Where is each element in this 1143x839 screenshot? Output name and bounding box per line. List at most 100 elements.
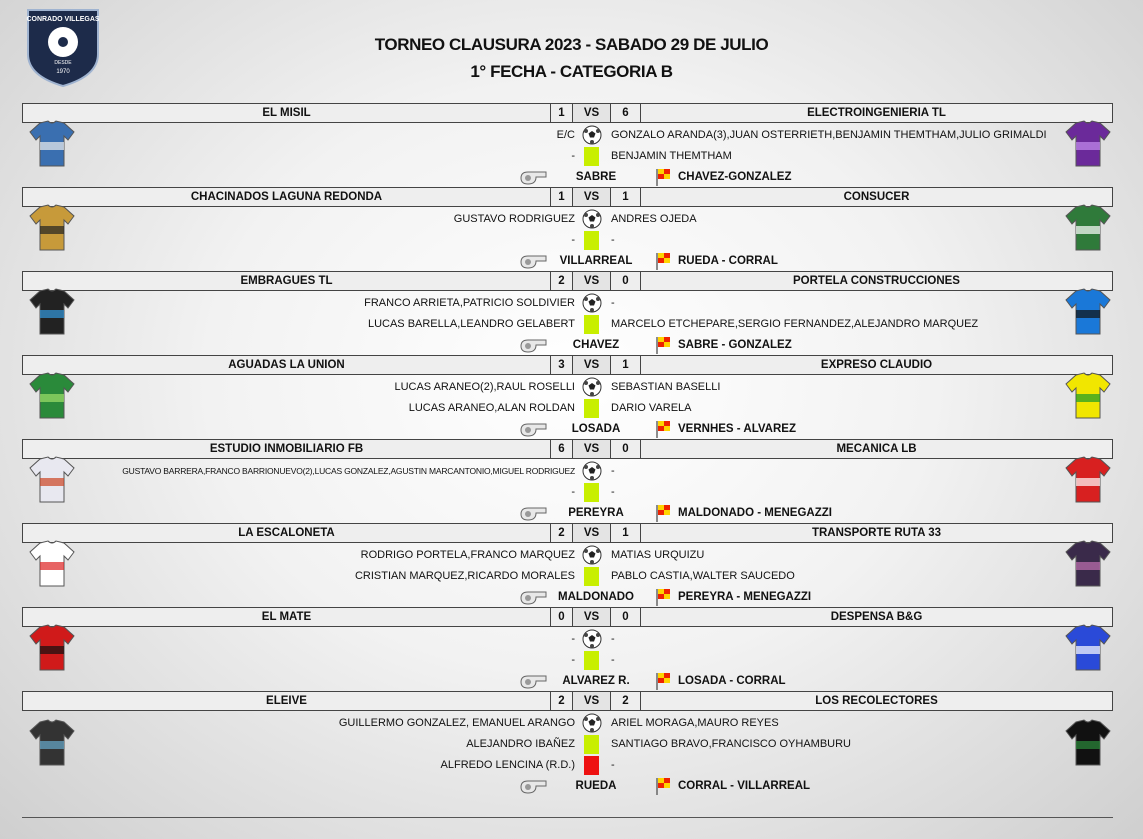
home-jersey	[29, 372, 75, 419]
assistant-referees: SABRE - GONZALEZ	[678, 339, 792, 351]
away-detail: SEBASTIAN BASELLI	[611, 381, 721, 393]
referee: SABRE	[575, 171, 617, 183]
vs-label: VS	[572, 523, 611, 543]
home-team: AGUADAS LA UNION	[22, 355, 551, 375]
home-detail: ALFREDO LENCINA (R.D.)	[440, 759, 575, 771]
whistle-icon	[520, 339, 547, 353]
logo-year: 1970	[56, 69, 70, 75]
home-score: 0	[550, 607, 573, 627]
home-score: 3	[550, 355, 573, 375]
away-detail: -	[611, 465, 615, 477]
goal-icon	[582, 545, 602, 565]
vs-label: VS	[572, 271, 611, 291]
flag-icon	[656, 421, 670, 438]
vs-label: VS	[572, 691, 611, 711]
away-detail: -	[611, 234, 615, 246]
away-team: MECANICA LB	[640, 439, 1113, 459]
away-detail: MATIAS URQUIZU	[611, 549, 705, 561]
home-detail: FRANCO ARRIETA,PATRICIO SOLDIVIER	[364, 297, 575, 309]
logo-since: DESDE	[54, 60, 72, 66]
home-score: 2	[550, 523, 573, 543]
away-team: ELECTROINGENIERIA TL	[640, 103, 1113, 123]
flag-icon	[656, 337, 670, 354]
whistle-icon	[520, 255, 547, 269]
away-detail: GONZALO ARANDA(3),JUAN OSTERRIETH,BENJAM…	[611, 129, 1047, 141]
away-jersey	[1065, 120, 1111, 167]
vs-label: VS	[572, 439, 611, 459]
away-team: PORTELA CONSTRUCCIONES	[640, 271, 1113, 291]
goal-icon	[582, 209, 602, 229]
away-detail: PABLO CASTIA,WALTER SAUCEDO	[611, 570, 795, 582]
home-detail: -	[571, 654, 575, 666]
home-score: 1	[550, 103, 573, 123]
home-detail: GUILLERMO GONZALEZ, EMANUEL ARANGO	[338, 717, 575, 729]
away-score: 6	[610, 103, 641, 123]
referee: PEREYRA	[568, 507, 624, 519]
logo-name: CONRADO VILLEGAS	[26, 16, 99, 23]
home-detail: CRISTIAN MARQUEZ,RICARDO MORALES	[354, 570, 575, 582]
assistant-referees: VERNHES - ALVAREZ	[678, 423, 796, 435]
goal-icon	[582, 293, 602, 313]
referee: LOSADA	[571, 423, 621, 435]
flag-icon	[656, 253, 670, 270]
home-jersey	[29, 204, 75, 251]
home-team: ELEIVE	[22, 691, 551, 711]
yellow-card-icon	[584, 231, 599, 250]
home-team: CHACINADOS LAGUNA REDONDA	[22, 187, 551, 207]
goal-icon	[582, 713, 602, 733]
away-team: EXPRESO CLAUDIO	[640, 355, 1113, 375]
vs-label: VS	[572, 607, 611, 627]
whistle-icon	[520, 171, 547, 185]
whistle-icon	[520, 780, 547, 794]
home-detail: LUCAS ARANEO(2),RAUL ROSELLI	[394, 381, 575, 393]
home-detail: ALEJANDRO IBAÑEZ	[466, 738, 575, 750]
away-detail: MARCELO ETCHEPARE,SERGIO FERNANDEZ,ALEJA…	[611, 318, 979, 330]
vs-label: VS	[572, 103, 611, 123]
home-jersey	[29, 288, 75, 335]
flag-icon	[656, 505, 670, 522]
away-detail: DARIO VARELA	[611, 402, 692, 414]
home-jersey	[29, 456, 75, 503]
subtitle: 1° FECHA - CATEGORIA B	[470, 62, 673, 81]
home-score: 2	[550, 691, 573, 711]
home-detail: -	[571, 234, 575, 246]
goal-icon	[582, 125, 602, 145]
home-detail: LUCAS ARANEO,ALAN ROLDAN	[408, 402, 575, 414]
assistant-referees: LOSADA - CORRAL	[678, 675, 786, 687]
away-jersey	[1065, 624, 1111, 671]
away-team: DESPENSA B&G	[640, 607, 1113, 627]
home-detail: GUSTAVO RODRIGUEZ	[453, 213, 575, 225]
away-jersey	[1065, 540, 1111, 587]
home-score: 6	[550, 439, 573, 459]
vs-label: VS	[572, 355, 611, 375]
whistle-icon	[520, 507, 547, 521]
referee: ALVAREZ R.	[562, 675, 630, 687]
referee: MALDONADO	[557, 591, 635, 603]
away-team: CONSUCER	[640, 187, 1113, 207]
whistle-icon	[520, 591, 547, 605]
away-team: LOS RECOLECTORES	[640, 691, 1113, 711]
referee: CHAVEZ	[572, 339, 620, 351]
home-team: ESTUDIO INMOBILIARIO FB	[22, 439, 551, 459]
away-score: 0	[610, 607, 641, 627]
assistant-referees: CHAVEZ-GONZALEZ	[678, 171, 792, 183]
away-score: 0	[610, 439, 641, 459]
away-score: 1	[610, 187, 641, 207]
red-card-icon	[584, 756, 599, 775]
home-detail: E/C	[556, 129, 575, 141]
goal-icon	[582, 461, 602, 481]
yellow-card-icon	[584, 567, 599, 586]
home-detail: -	[571, 150, 575, 162]
assistant-referees: RUEDA - CORRAL	[678, 255, 778, 267]
away-detail: ANDRES OJEDA	[611, 213, 697, 225]
referee: RUEDA	[575, 780, 617, 792]
club-logo: CONRADO VILLEGAS DESDE 1970	[26, 9, 100, 88]
yellow-card-icon	[584, 147, 599, 166]
flag-icon	[656, 169, 670, 186]
away-detail: -	[611, 486, 615, 498]
away-detail: -	[611, 654, 615, 666]
home-jersey	[29, 120, 75, 167]
yellow-card-icon	[584, 399, 599, 418]
yellow-card-icon	[584, 483, 599, 502]
